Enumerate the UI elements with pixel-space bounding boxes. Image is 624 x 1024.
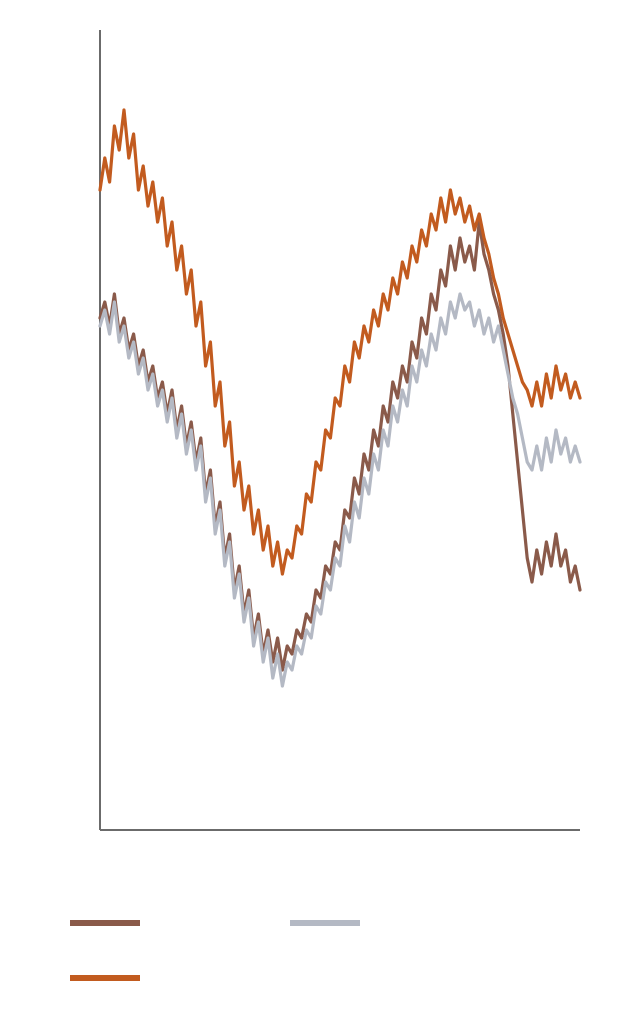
line-chart [0, 0, 624, 1024]
legend-swatch-series-a [70, 920, 140, 926]
chart-svg [0, 0, 624, 1024]
legend-swatch-series-c [70, 975, 140, 981]
legend-swatch-series-b [290, 920, 360, 926]
